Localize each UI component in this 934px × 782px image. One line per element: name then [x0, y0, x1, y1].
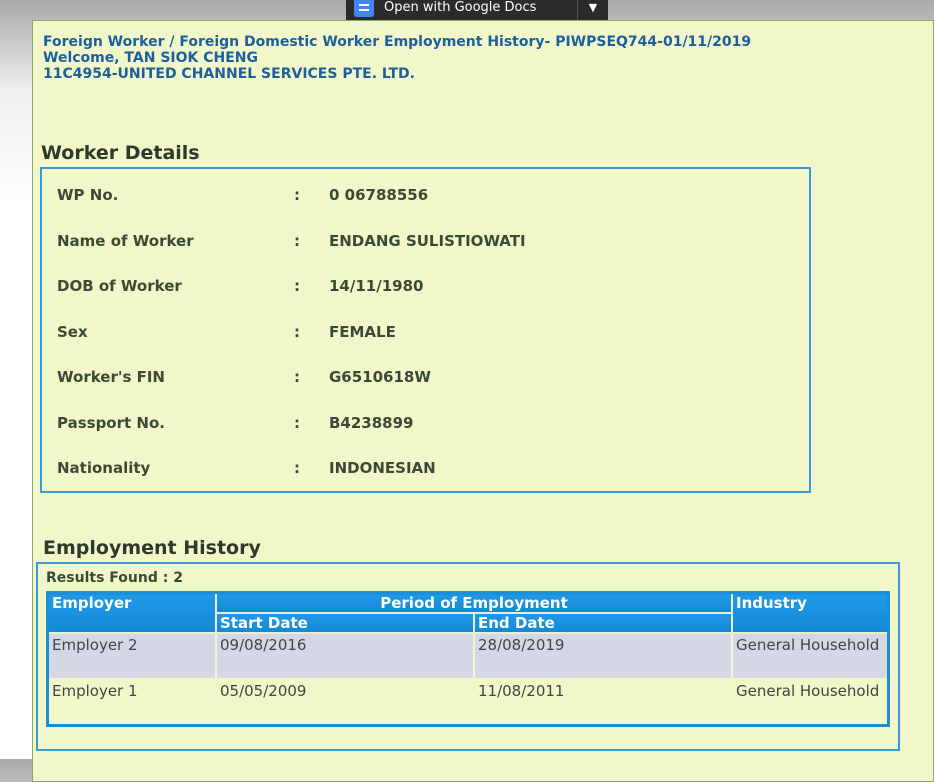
employment-history-heading: Employment History [43, 537, 261, 559]
field-label: WP No. [57, 186, 119, 204]
worker-details-box: WP No.: 0 06788556 Name of Worker: ENDANG S… [40, 167, 811, 493]
field-value: G6510618W [329, 368, 431, 386]
col-industry: Industry [731, 591, 890, 634]
field-colon: : [294, 368, 300, 386]
field-colon: : [294, 322, 300, 341]
employment-table: Employer Period of Employment Industry S… [46, 591, 890, 727]
field-colon: : [294, 231, 300, 250]
field-value: B4238899 [329, 413, 414, 432]
worker-field: WP No.: 0 06788556 [57, 186, 428, 204]
dropdown-arrow-icon[interactable]: ▼ [577, 0, 608, 22]
field-value: 0 06788556 [329, 186, 429, 204]
cell-end: 28/08/2019 [473, 632, 733, 680]
open-with-google-docs-button[interactable]: Open with Google Docs ▼ [346, 0, 608, 22]
field-colon: : [294, 413, 300, 432]
cell-end: 11/08/2011 [473, 678, 733, 727]
col-end-date: End Date [473, 612, 733, 634]
worker-field: Name of Worker: ENDANG SULISTIOWATI [57, 231, 526, 250]
document-page: Foreign Worker / Foreign Domestic Worker… [32, 20, 934, 782]
field-colon: : [294, 186, 300, 204]
field-label: Worker's FIN [57, 368, 165, 386]
welcome-text: Welcome, TAN SIOK CHENG [43, 50, 258, 66]
field-label: Name of Worker [57, 231, 194, 250]
table-row: Employer 2 09/08/2016 28/08/2019 General Ho… [46, 632, 890, 680]
page-header: Foreign Worker / Foreign Domestic Worker… [43, 34, 751, 82]
cell-start: 05/05/2009 [215, 678, 475, 727]
col-employer: Employer [46, 591, 217, 634]
cell-start: 09/08/2016 [215, 632, 475, 680]
field-value: INDONESIAN [329, 459, 436, 477]
cell-industry: General Household [731, 678, 890, 727]
field-value: FEMALE [329, 322, 396, 341]
results-count: Results Found : 2 [46, 570, 183, 586]
google-docs-icon [354, 0, 374, 17]
open-with-label: Open with Google Docs [384, 0, 537, 15]
field-value: 14/11/1980 [329, 277, 424, 295]
col-period: Period of Employment [215, 591, 733, 614]
cell-employer: Employer 2 [46, 632, 217, 680]
worker-field: DOB of Worker: 14/11/1980 [57, 277, 423, 295]
company-name: 11C4954-UNITED CHANNEL SERVICES PTE. LTD… [43, 66, 415, 82]
worker-field: Nationality: INDONESIAN [57, 459, 436, 477]
field-colon: : [294, 277, 300, 295]
field-label: Sex [57, 322, 88, 341]
page-title: Foreign Worker / Foreign Domestic Worker… [43, 34, 752, 50]
field-label: Passport No. [57, 413, 165, 432]
table-row: Employer 1 05/05/2009 11/08/2011 General Ho… [46, 678, 890, 727]
employment-history-box: Results Found : 2 Employer Period of Emp… [36, 562, 900, 751]
field-value: ENDANG SULISTIOWATI [329, 231, 526, 250]
field-colon: : [294, 459, 300, 477]
field-label: DOB of Worker [57, 277, 182, 295]
worker-details-heading: Worker Details [41, 142, 200, 164]
cell-industry: General Household [731, 632, 890, 680]
worker-field: Sex: FEMALE [57, 322, 396, 341]
cell-employer: Employer 1 [46, 678, 217, 727]
worker-field: Passport No.: B4238899 [57, 413, 414, 432]
worker-field: Worker's FIN: G6510618W [57, 368, 431, 386]
field-label: Nationality [57, 459, 151, 477]
col-start-date: Start Date [215, 612, 475, 634]
